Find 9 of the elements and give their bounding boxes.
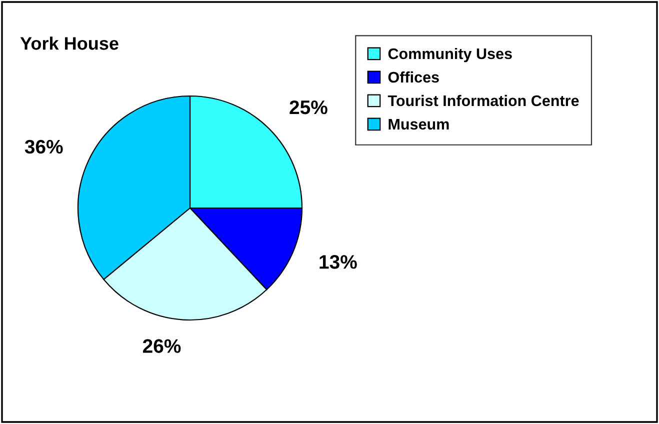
- data-label: 25%: [290, 100, 328, 114]
- data-label: 36%: [24, 140, 63, 154]
- legend-label: Community Uses: [388, 48, 512, 62]
- legend-label: Offices: [388, 71, 439, 83]
- legend-label: Museum: [388, 118, 449, 130]
- data-label: 13%: [320, 255, 357, 269]
- data-label: 26%: [142, 339, 181, 353]
- legend-label: Tourist Information Centre: [388, 94, 579, 106]
- chart-title: York House: [20, 36, 118, 50]
